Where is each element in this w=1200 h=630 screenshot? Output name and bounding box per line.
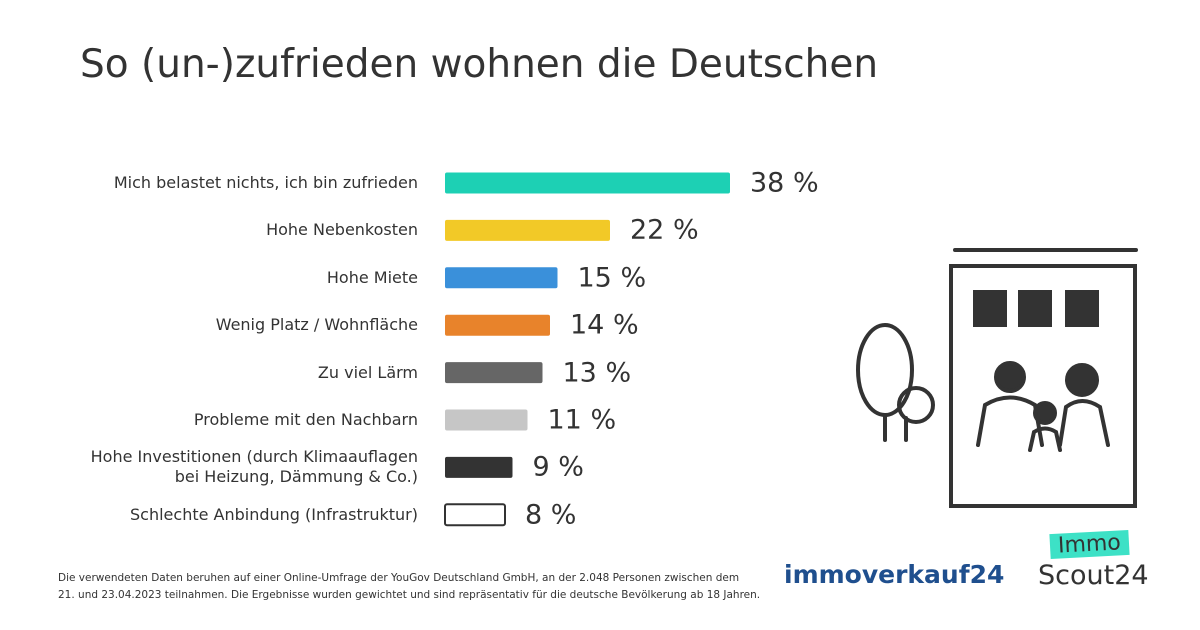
category-label: Mich belastet nichts, ich bin zufrieden	[113, 173, 418, 192]
category-label: Hohe Investitionen (durch Klimaauflagen …	[90, 447, 418, 487]
value-label: 9 %	[532, 451, 584, 483]
logo-immoverkauf: immoverkauf24	[784, 560, 1005, 589]
value-label: 11 %	[547, 404, 617, 436]
category-label: Probleme mit den Nachbarn	[193, 410, 418, 429]
logo-scout: Scout24	[1038, 560, 1149, 591]
bar	[445, 314, 550, 336]
category-label: Wenig Platz / Wohnfläche	[215, 315, 418, 335]
footnote: Die verwendeten Daten beruhen auf einer …	[58, 572, 761, 601]
category-label: Schlechte Anbindung (Infrastruktur)	[130, 504, 418, 524]
value-label: 15 %	[577, 262, 647, 294]
value-label: 38 %	[750, 167, 819, 199]
value-label: 14 %	[570, 309, 639, 341]
bar	[445, 267, 558, 289]
bar	[444, 503, 506, 527]
category-label: Hohe Miete	[326, 267, 418, 287]
value-label: 8 %	[525, 499, 577, 531]
chart-title: So (un-)zufrieden wohnen die Deutschen	[80, 42, 879, 87]
illustration	[856, 248, 1138, 508]
category-label: Hohe Nebenkosten	[266, 220, 418, 240]
bar	[445, 172, 730, 194]
value-label: 22 %	[630, 214, 699, 246]
category-label: Zu viel Lärm	[317, 362, 418, 382]
bar	[445, 362, 543, 384]
bar	[445, 409, 528, 431]
bar	[445, 456, 513, 478]
value-label: 13 %	[562, 357, 632, 389]
logo-immo: Immo	[1049, 529, 1130, 560]
bar	[445, 219, 610, 241]
